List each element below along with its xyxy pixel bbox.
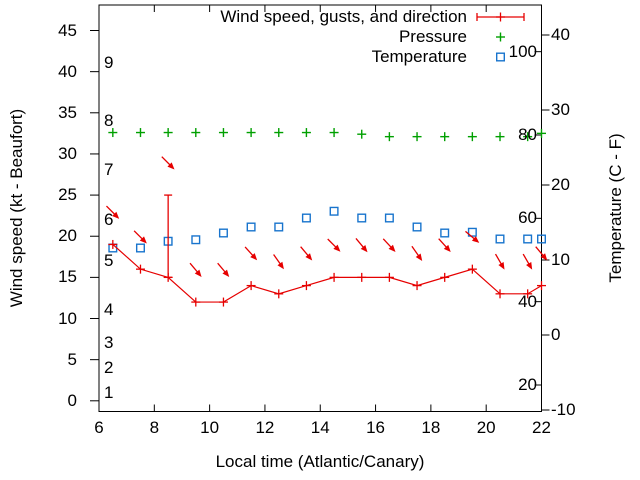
beaufort-scale-label: 5 [104,250,114,270]
beaufort-scale-label: 1 [104,382,114,402]
y-left-tick-label: 5 [67,349,77,369]
y-right-tick-label: -10 [551,400,576,419]
y-right-tick-label: 30 [551,100,570,119]
y-right-tick-label: 20 [551,175,570,194]
legend-item-temperature: Temperature [371,47,467,66]
y-axis-label-right: Temperature (C - F) [606,133,625,283]
fahrenheit-scale-label: 100 [508,41,537,61]
y-left-tick-label: 35 [58,102,77,122]
y-left-tick-label: 45 [58,20,77,40]
legend-item-wind: Wind speed, gusts, and direction [220,7,467,26]
x-tick-label: 22 [532,418,551,437]
y-axis-label-left: Wind speed (kt - Beaufort) [7,108,26,308]
x-tick-label: 16 [366,418,386,437]
fahrenheit-scale-label: 20 [518,375,537,394]
x-tick-label: 10 [200,418,220,437]
y-right-tick-label: 40 [551,25,570,44]
y-right-tick-label: 10 [551,250,570,269]
y-left-tick-label: 15 [58,267,77,287]
beaufort-scale-label: 6 [104,209,114,229]
y-left-tick-label: 30 [58,143,77,163]
fahrenheit-scale-label: 60 [518,208,537,228]
beaufort-scale-label: 2 [104,357,114,377]
fahrenheit-scale-label: 80 [518,125,537,144]
x-tick-label: 18 [421,418,441,437]
beaufort-scale-label: 4 [104,300,114,320]
x-tick-label: 6 [94,418,104,437]
beaufort-scale-label: 9 [104,53,114,73]
beaufort-scale-label: 8 [104,111,114,131]
x-tick-label: 12 [255,418,275,437]
y-left-tick-label: 20 [58,226,77,246]
x-axis-label: Local time (Atlantic/Canary) [215,452,425,471]
x-tick-label: 8 [149,418,160,437]
x-tick-label: 20 [476,418,496,437]
legend-item-pressure: Pressure [398,27,467,46]
y-left-tick-label: 10 [58,308,77,328]
beaufort-scale-label: 7 [104,160,114,180]
beaufort-scale-label: 3 [104,333,114,353]
y-left-tick-label: 40 [58,61,77,81]
fahrenheit-scale-label: 40 [518,291,537,311]
y-left-tick-label: 0 [67,390,77,410]
x-tick-label: 14 [310,418,330,437]
y-left-tick-label: 25 [58,185,77,205]
y-right-tick-label: 0 [551,325,561,344]
